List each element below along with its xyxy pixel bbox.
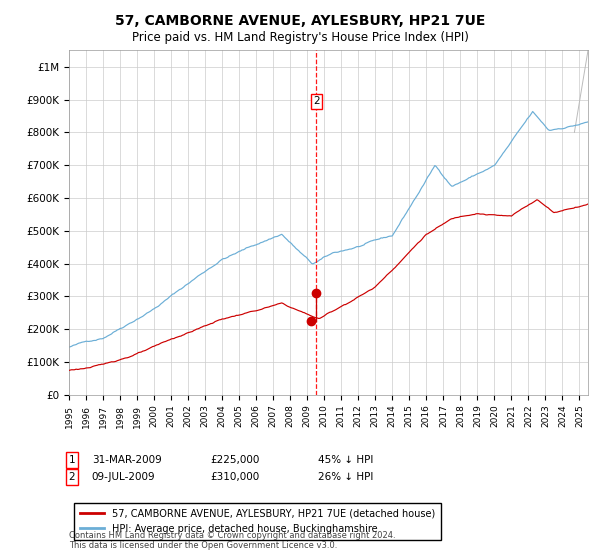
Text: 1: 1: [68, 455, 76, 465]
Text: 57, CAMBORNE AVENUE, AYLESBURY, HP21 7UE: 57, CAMBORNE AVENUE, AYLESBURY, HP21 7UE: [115, 14, 485, 28]
Text: Contains HM Land Registry data © Crown copyright and database right 2024.
This d: Contains HM Land Registry data © Crown c…: [69, 531, 395, 550]
Text: 2: 2: [313, 96, 320, 106]
Legend: 57, CAMBORNE AVENUE, AYLESBURY, HP21 7UE (detached house), HPI: Average price, d: 57, CAMBORNE AVENUE, AYLESBURY, HP21 7UE…: [74, 503, 441, 539]
Text: 45% ↓ HPI: 45% ↓ HPI: [318, 455, 373, 465]
Text: 2: 2: [68, 472, 76, 482]
Text: 31-MAR-2009: 31-MAR-2009: [92, 455, 161, 465]
Text: £310,000: £310,000: [210, 472, 259, 482]
Text: 09-JUL-2009: 09-JUL-2009: [92, 472, 155, 482]
Text: £225,000: £225,000: [210, 455, 259, 465]
Text: 26% ↓ HPI: 26% ↓ HPI: [318, 472, 373, 482]
Text: Price paid vs. HM Land Registry's House Price Index (HPI): Price paid vs. HM Land Registry's House …: [131, 31, 469, 44]
